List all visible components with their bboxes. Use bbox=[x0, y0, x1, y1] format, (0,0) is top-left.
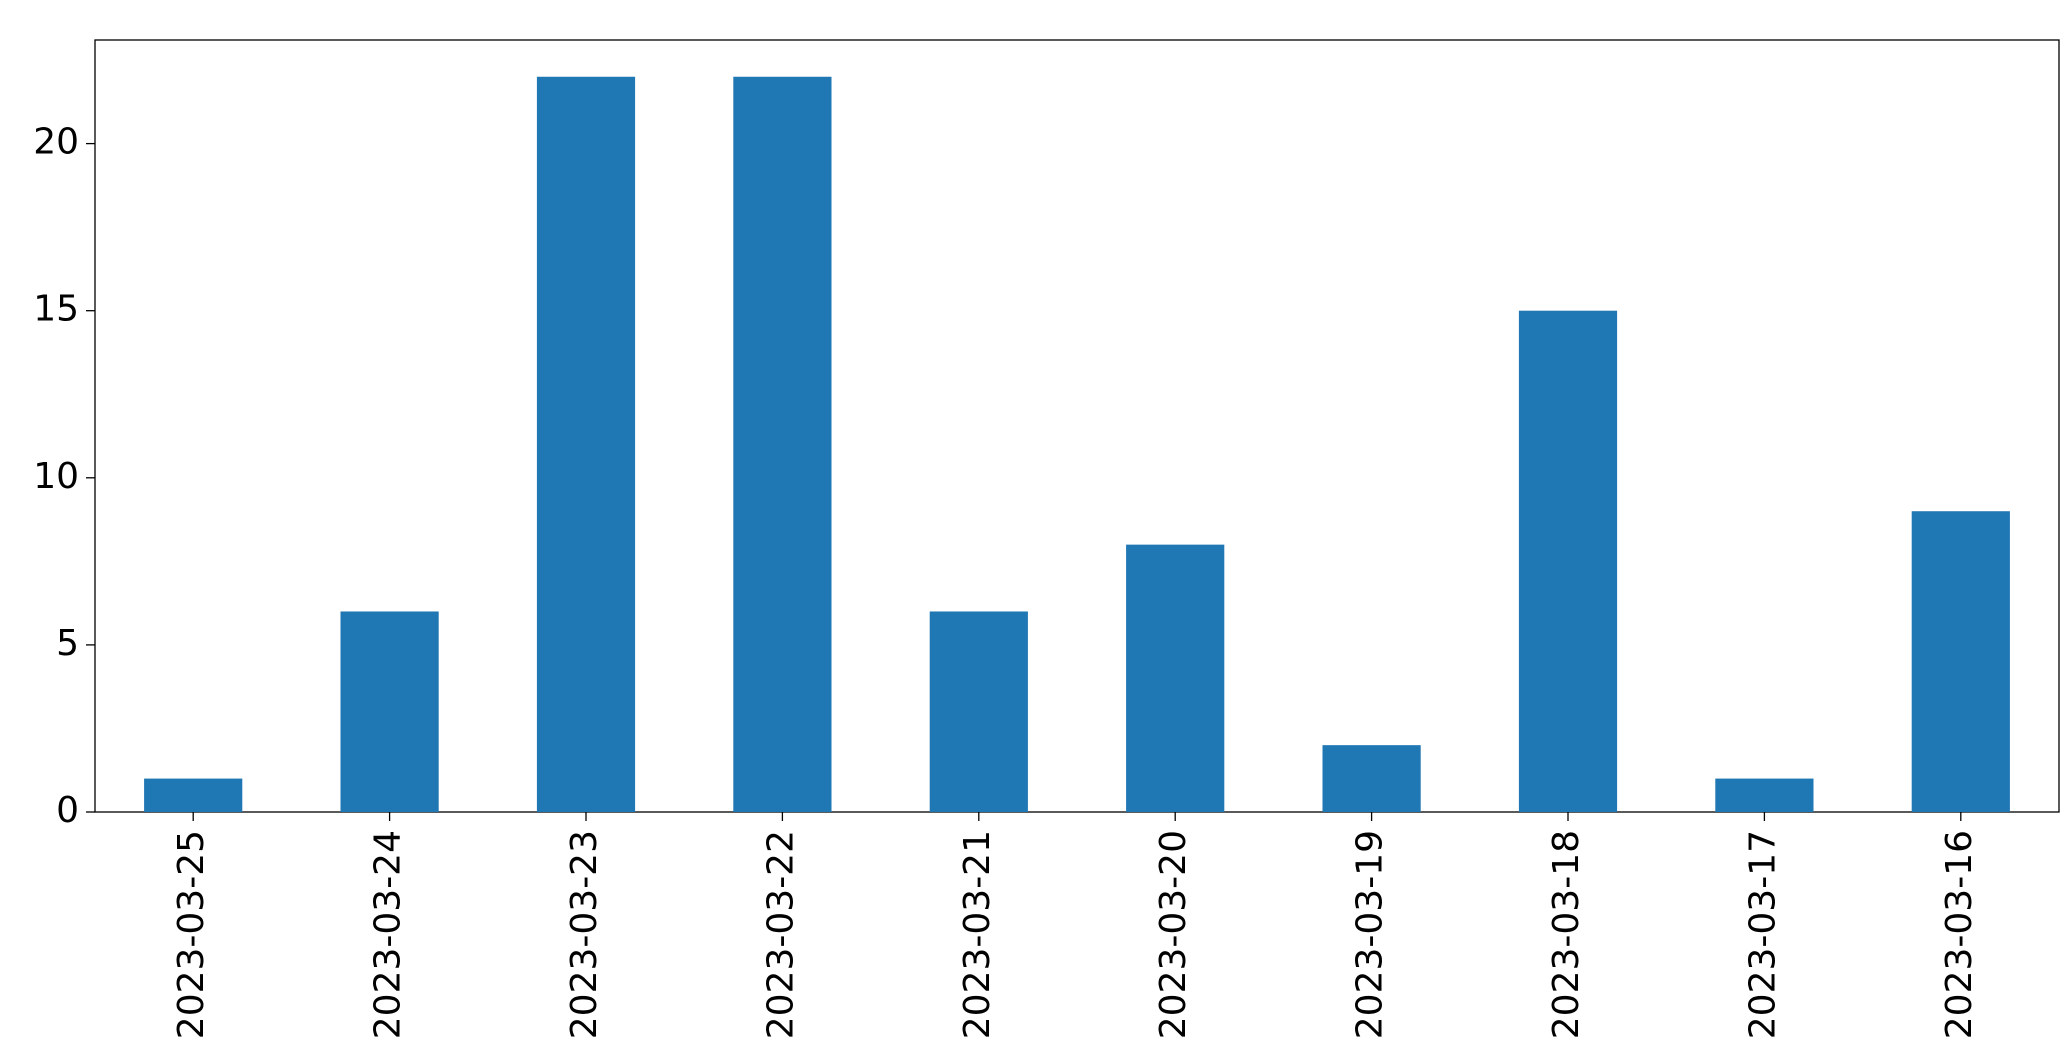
x-tick-label: 2023-03-18 bbox=[1546, 830, 1587, 1039]
bar bbox=[1518, 310, 1618, 812]
bar bbox=[929, 611, 1028, 812]
bar bbox=[340, 611, 439, 812]
bar bbox=[1126, 544, 1225, 812]
bar bbox=[1715, 778, 1814, 812]
bar bbox=[1322, 745, 1421, 812]
y-tick-label: 0 bbox=[56, 790, 79, 831]
x-tick-label: 2023-03-20 bbox=[1153, 830, 1194, 1039]
y-tick-label: 10 bbox=[33, 456, 79, 497]
x-tick-label: 2023-03-16 bbox=[1939, 830, 1980, 1039]
bar bbox=[1911, 511, 2010, 812]
x-tick-label: 2023-03-23 bbox=[564, 830, 605, 1039]
x-tick-label: 2023-03-22 bbox=[760, 830, 801, 1039]
x-tick-label: 2023-03-21 bbox=[957, 830, 998, 1039]
x-tick-label: 2023-03-24 bbox=[368, 830, 409, 1039]
bar bbox=[144, 778, 243, 812]
x-tick-label: 2023-03-25 bbox=[171, 830, 212, 1039]
x-tick-label: 2023-03-19 bbox=[1350, 830, 1391, 1039]
y-tick-label: 15 bbox=[33, 289, 79, 330]
x-tick-label: 2023-03-17 bbox=[1742, 830, 1783, 1039]
y-tick-label: 20 bbox=[33, 122, 79, 163]
y-tick-label: 5 bbox=[56, 623, 79, 664]
bar bbox=[536, 76, 636, 812]
bar bbox=[733, 76, 832, 812]
plot-frame bbox=[94, 39, 2060, 813]
